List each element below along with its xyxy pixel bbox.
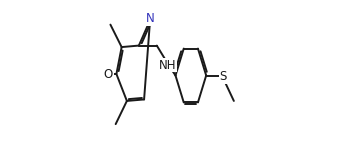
Text: N: N	[146, 12, 155, 25]
Text: NH: NH	[159, 59, 177, 72]
Text: S: S	[220, 71, 227, 84]
Text: O: O	[104, 67, 113, 80]
